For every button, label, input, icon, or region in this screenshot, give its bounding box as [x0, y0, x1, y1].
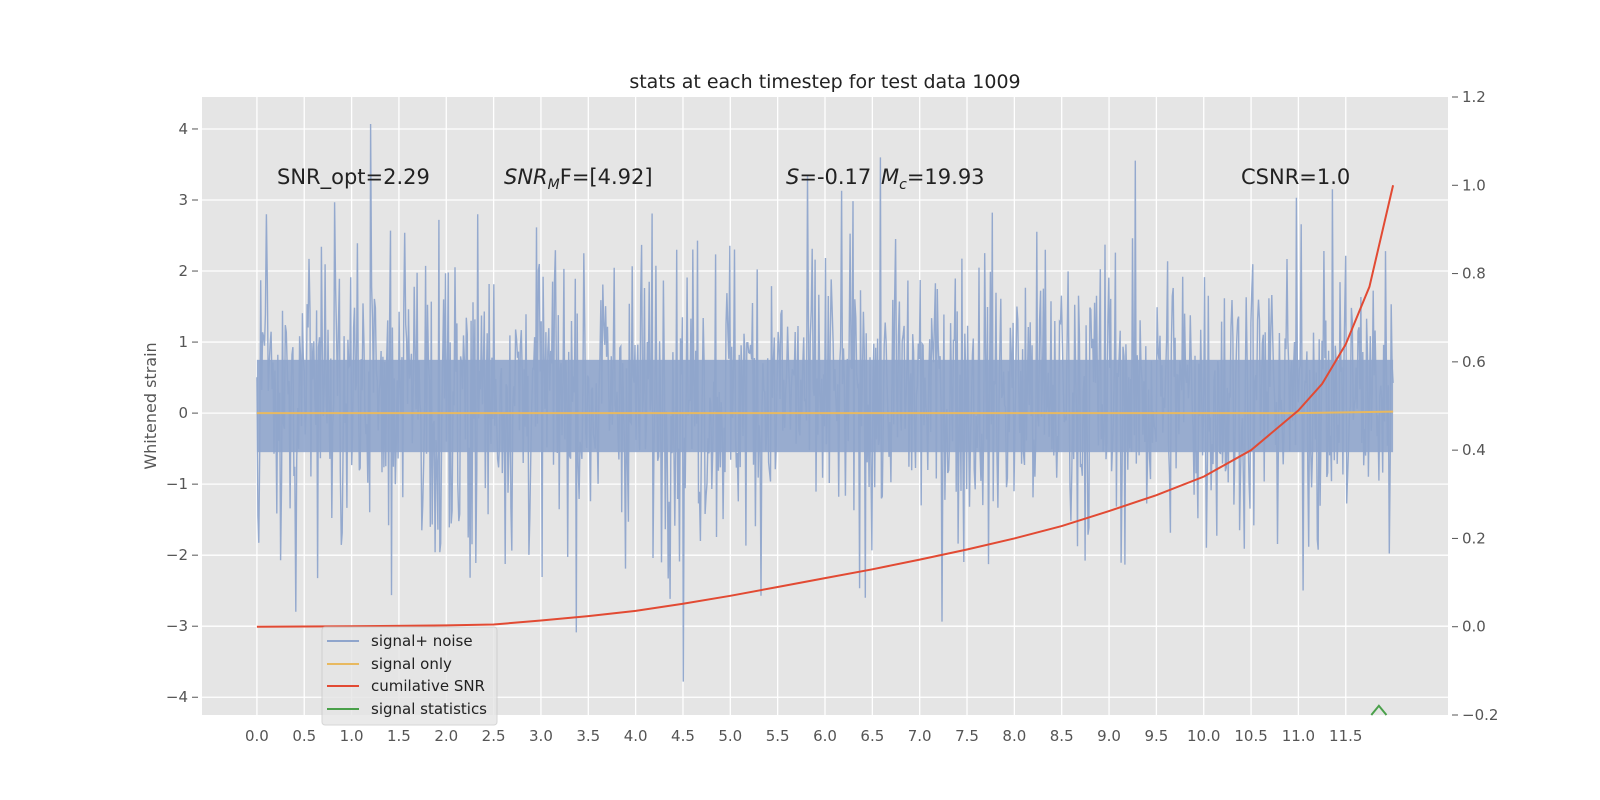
y2-tick-label: −0.2	[1462, 706, 1498, 724]
annotation-s-main: S	[786, 165, 799, 189]
x-tick-label: 4.0	[624, 727, 648, 745]
x-tick-label: 4.5	[671, 727, 695, 745]
y-tick-label: 3	[178, 191, 188, 209]
y-tick-label: −3	[166, 617, 188, 635]
y-tick-label: 1	[178, 333, 188, 351]
legend-label-signal-noise: signal+ noise	[371, 632, 473, 650]
y2-tick-label: 0.0	[1462, 618, 1486, 636]
legend-label-signal-statistics: signal statistics	[371, 700, 487, 718]
legend-label-cumulative-snr: cumilative SNR	[371, 677, 485, 695]
axes-layer: 0.0 0.5 1.0 1.5 2.0 2.5 3.0 3.5 4.0 4.5 5.0 5.5 6.0 6…	[166, 88, 1499, 745]
series-layer	[256, 185, 1395, 716]
legend: signal+ noise signal only cumilative SNR…	[321, 626, 498, 726]
x-tick-label: 10.5	[1234, 727, 1267, 745]
x-tick-label: 10.0	[1187, 727, 1220, 745]
y-tick-label: 0	[178, 404, 188, 422]
annotation-snr-mf: SNRMF=[4.92]	[504, 165, 653, 193]
legend-box	[321, 626, 498, 726]
series-signal-noise-core	[256, 359, 1394, 453]
annotation-mc-rest: =19.93	[907, 165, 985, 189]
x-tick-label: 8.5	[1050, 727, 1074, 745]
series-cumulative-snr-line	[256, 185, 1395, 628]
x-tick-label: 2.5	[482, 727, 506, 745]
x-tick-label: 7.5	[955, 727, 979, 745]
y-tick-label: 4	[178, 120, 188, 138]
x-tick-label: 9.5	[1144, 727, 1168, 745]
x-tick-label: 6.5	[860, 727, 884, 745]
y2-tick-label: 0.6	[1462, 353, 1486, 371]
x-tick-label: 2.0	[434, 727, 458, 745]
y2-tick-label: 0.4	[1462, 441, 1486, 459]
x-tick-label: 11.5	[1329, 727, 1362, 745]
annotation-s: S=-0.17	[786, 165, 871, 189]
x-tick-label: 0.5	[292, 727, 316, 745]
x-tick-label: 9.0	[1097, 727, 1121, 745]
series-signal-statistics-line	[1370, 704, 1388, 716]
series-signal-only-line	[256, 410, 1394, 415]
y-axis-label: Whitened strain	[141, 342, 160, 469]
legend-label-signal-only: signal only	[371, 655, 452, 673]
x-tick-label: 3.0	[529, 727, 553, 745]
x-tick-label: 11.0	[1282, 727, 1315, 745]
annotation-snr-opt: SNR_opt=2.29	[277, 165, 430, 190]
x-tick-label: 1.5	[387, 727, 411, 745]
x-tick-label: 5.0	[718, 727, 742, 745]
annotation-mc: Mc=19.93	[881, 165, 985, 193]
y-tick-label: −1	[166, 475, 188, 493]
annotation-mc-main: M	[881, 165, 899, 189]
x-tick-label: 3.5	[576, 727, 600, 745]
y2-tick-label: 1.2	[1462, 88, 1486, 106]
y-tick-label: −2	[166, 546, 188, 564]
x-tick-label: 7.0	[908, 727, 932, 745]
y2-tick-label: 0.8	[1462, 265, 1486, 283]
chart-title: stats at each timestep for test data 100…	[629, 71, 1020, 93]
x-tick-label: 1.0	[340, 727, 364, 745]
y-tick-label: 2	[178, 262, 188, 280]
annotation-csnr: CSNR=1.0	[1241, 165, 1350, 189]
y2-tick-label: 1.0	[1462, 176, 1486, 194]
x-tick-label: 5.5	[766, 727, 790, 745]
y-tick-label: −4	[166, 688, 188, 706]
x-tick-label: 6.0	[813, 727, 837, 745]
x-tick-label: 8.0	[1002, 727, 1026, 745]
annotation-snr-mf-main: SNR	[504, 165, 548, 189]
x-tick-label: 0.0	[245, 727, 269, 745]
annotation-s-rest: =-0.17	[799, 165, 871, 189]
annotation-snr-mf-sub: M	[548, 177, 560, 193]
noise-layer	[256, 123, 1394, 682]
annotation-mc-sub: c	[899, 177, 907, 193]
annotation-snr-mf-rest: F=[4.92]	[560, 165, 653, 189]
y2-tick-label: 0.2	[1462, 529, 1486, 547]
